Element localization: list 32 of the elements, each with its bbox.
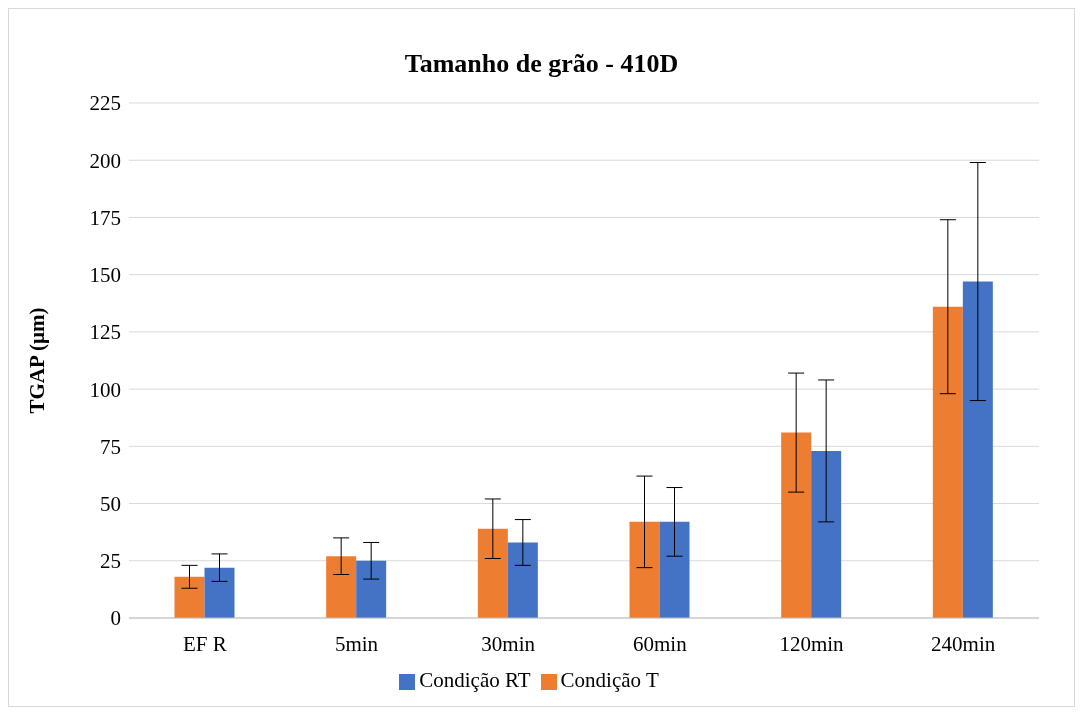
x-tick-label: 120min [779,631,845,656]
bar [204,567,235,618]
x-tick-label: 30min [481,631,536,656]
x-tick-label: 240min [931,631,996,656]
bar [629,521,660,618]
y-tick-label: 0 [110,606,121,631]
bar [659,521,690,618]
bar [932,306,963,618]
chart-title: Tamanho de grão - 410D [403,49,680,80]
y-tick-label: 150 [89,263,121,288]
y-tick-label: 225 [89,91,121,116]
bar [781,432,812,618]
y-tick-label: 50 [100,492,121,517]
y-tick-label: 75 [100,434,121,459]
y-tick-label: 100 [89,377,121,402]
bar [962,281,993,618]
x-tick-label: 60min [633,631,688,656]
legend-label: Condição T [560,668,659,692]
y-tick-label: 25 [100,549,121,574]
x-tick-label: EF R [182,631,227,656]
y-tick-label: 200 [89,148,121,173]
bar [507,542,538,618]
bar [477,528,508,618]
bar [356,560,387,618]
legend-label: Condição RT [419,668,531,692]
bar [326,556,357,618]
y-tick-label: 175 [89,205,121,230]
y-axis-title: TGAP (µm) [25,307,50,414]
bar [174,576,205,618]
bar [811,450,842,618]
x-tick-label: 5min [334,631,379,656]
y-tick-label: 125 [89,320,121,345]
